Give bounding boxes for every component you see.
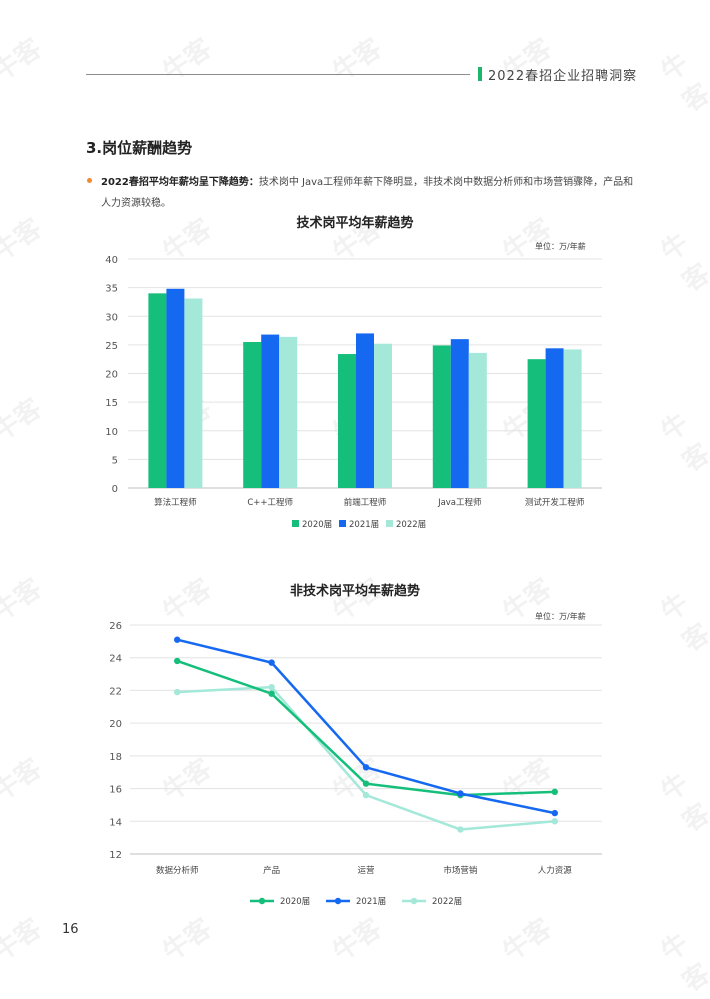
y-tick-label: 14: [109, 817, 122, 828]
bar: [563, 349, 582, 488]
x-tick-label: 产品: [263, 865, 280, 876]
y-tick-label: 15: [105, 398, 118, 409]
y-tick-label: 35: [105, 284, 118, 295]
header-accent-bar: [478, 67, 482, 81]
legend-swatch: [292, 520, 299, 527]
data-point: [362, 764, 370, 771]
legend-swatch: [339, 520, 346, 527]
data-point: [174, 636, 181, 643]
data-point: [551, 809, 558, 817]
page-number: 16: [62, 922, 79, 937]
y-tick-label: 0: [112, 484, 118, 495]
data-point: [268, 683, 275, 691]
chart1-title: 技术岗平均年薪趋势: [296, 216, 414, 231]
y-tick-label: 16: [109, 785, 122, 796]
y-tick-label: 20: [105, 370, 118, 381]
y-tick-label: 24: [109, 654, 122, 665]
y-tick-label: 25: [105, 341, 118, 352]
watermark-text: 牛客: [0, 33, 48, 88]
data-point: [174, 688, 181, 696]
x-tick-label: Java工程师: [437, 497, 482, 508]
bar: [356, 333, 374, 488]
bar: [166, 288, 185, 488]
y-tick-label: 22: [109, 686, 122, 697]
section-title: 3.岗位薪酬趋势: [86, 139, 193, 157]
bar: [243, 342, 262, 488]
legend-marker: [410, 897, 418, 905]
watermark-text: 牛客: [327, 33, 388, 88]
bullet-icon: [87, 178, 92, 183]
y-tick-label: 20: [109, 719, 122, 730]
bar: [450, 339, 469, 488]
legend-label: 2022届: [432, 897, 462, 907]
watermark-text: 牛客: [157, 33, 218, 88]
x-tick-label: C++工程师: [247, 497, 293, 508]
bar: [545, 348, 564, 488]
legend-label: 2021届: [356, 897, 386, 907]
header-rule: [86, 74, 470, 75]
tech-salary-bar-chart: 0 5 10 15 20 25 30 35 40 算法工程师 C++工程师 前端工程师 Java工程师 测…: [105, 255, 602, 530]
bar: [261, 334, 280, 488]
data-point: [551, 818, 558, 825]
x-tick-label: 前端工程师: [344, 497, 387, 508]
legend-marker: [258, 897, 266, 905]
bar: [468, 352, 487, 488]
y-tick-label: 12: [109, 850, 122, 861]
y-tick-label: 30: [105, 312, 118, 323]
bar: [338, 354, 356, 488]
data-point: [551, 788, 558, 796]
bar: [432, 345, 451, 488]
y-tick-label: 10: [105, 427, 118, 438]
bar: [527, 359, 546, 488]
header-title: 2022春招企业招聘洞察: [488, 69, 638, 84]
series-line: [176, 638, 556, 815]
y-tick-label: 40: [105, 255, 118, 266]
bar: [148, 293, 167, 488]
y-tick-label: 18: [109, 752, 122, 763]
y-tick-label: 5: [112, 455, 118, 466]
x-tick-label: 运营: [357, 865, 374, 876]
chart2-title: 非技术岗平均年薪趋势: [289, 584, 420, 599]
chart2-unit: 单位：万/年薪: [535, 612, 586, 621]
data-point: [268, 659, 275, 666]
nontech-salary-line-chart: 12 14 16 18 20 22 24 26 数据分析师 产品 运营 市场营销 人力资源 2020届 20…: [109, 621, 602, 907]
data-point: [268, 690, 275, 697]
legend-label: 2020届: [280, 897, 310, 907]
data-point: [362, 780, 370, 787]
x-tick-label: 算法工程师: [154, 497, 197, 508]
bullet-body-text: 技术岗中 Java工程师年薪下降明显，非技术岗中数据分析师和市场营销骤降，产品和…: [101, 177, 634, 209]
legend-label: 2021届: [349, 520, 379, 530]
series-line: [177, 685, 555, 831]
x-tick-label: 市场营销: [443, 865, 478, 876]
data-point: [362, 791, 370, 799]
legend-swatch: [386, 520, 393, 527]
bullet-bold-text: 2022春招平均年薪均呈下降趋势：: [101, 177, 259, 188]
legend-label: 2022届: [396, 520, 426, 530]
bar: [279, 336, 298, 488]
x-tick-label: 测试开发工程师: [525, 497, 585, 508]
x-tick-label: 人力资源: [538, 865, 573, 876]
legend-marker: [334, 897, 342, 905]
data-point: [174, 657, 181, 665]
bullet-paragraph: 2022春招平均年薪均呈下降趋势：技术岗中 Java工程师年薪下降明显，非技术岗…: [101, 172, 641, 214]
bar: [184, 298, 203, 488]
data-point: [457, 826, 464, 833]
x-tick-label: 数据分析师: [156, 865, 199, 876]
watermark-text: 牛客: [655, 48, 710, 118]
series-line: [176, 659, 555, 797]
y-tick-label: 26: [109, 621, 122, 632]
chart1-unit: 单位：万/年薪: [535, 242, 586, 251]
data-point: [457, 790, 464, 797]
bar: [374, 343, 392, 488]
legend-label: 2020届: [302, 520, 332, 530]
